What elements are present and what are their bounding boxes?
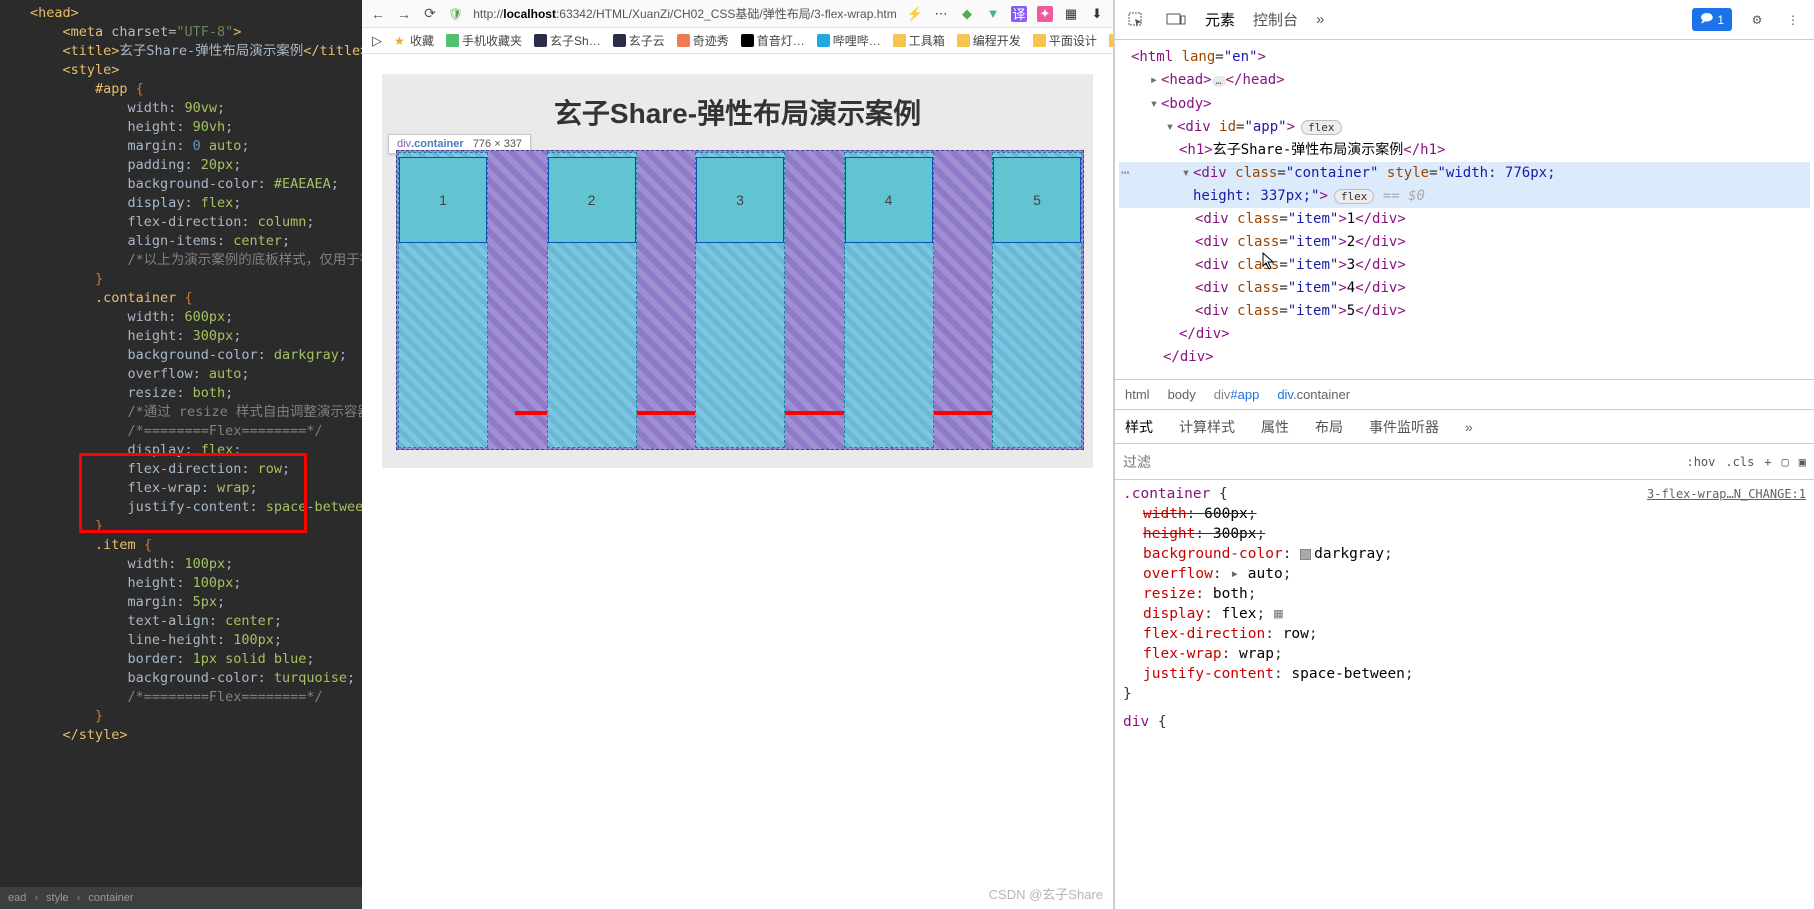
crumb-item[interactable]: div#app [1214, 387, 1260, 402]
toolbar-right-icons: ⚡ ⋯ ◆ ▼ 译 ✦ ▦ ⬇ [907, 6, 1105, 22]
flex-container-demo[interactable]: 12345 [396, 150, 1084, 450]
ext-icon-3[interactable]: ✦ [1037, 6, 1053, 22]
bookmark-item[interactable]: 首音灯… [741, 32, 805, 49]
url-prefix: http:// [473, 7, 503, 21]
kebab-icon[interactable]: ⋮ [1782, 9, 1804, 31]
url-rest: :63342/HTML/XuanZi/CH02_CSS基础/弹性布局/3-fle… [556, 7, 897, 21]
tab-elements[interactable]: 元素 [1205, 9, 1235, 30]
dom-tree[interactable]: <html lang="en">▸<head>…</head>▾<body>▾<… [1115, 40, 1814, 380]
tab-more-icon[interactable]: » [1316, 11, 1324, 28]
tab-console[interactable]: 控制台 [1253, 9, 1298, 30]
bookmarks-bar: ▷ ★收藏手机收藏夹玄子Sh… 玄子云奇迹秀首音灯… 哔哩哔… 工具箱编程开发平面设计… [362, 28, 1113, 54]
crumb-item-active[interactable]: div.container [1277, 387, 1350, 402]
bolt-icon[interactable]: ⚡ [907, 6, 923, 22]
back-icon[interactable]: ← [370, 6, 386, 22]
messages-badge[interactable]: 🗩 1 [1692, 8, 1732, 31]
bookmark-item[interactable]: ★收藏 [394, 32, 434, 49]
inspect-icon[interactable] [1125, 9, 1147, 31]
devtools-panel: 元素 控制台 » 🗩 1 ⚙ ⋮ <html lang="en">▸<head>… [1114, 0, 1814, 909]
tab-computed[interactable]: 计算样式 [1179, 417, 1235, 437]
filter-hov[interactable]: :hov [1686, 455, 1715, 469]
bookmark-item[interactable]: 平面设计 [1033, 32, 1097, 49]
ext-icon-1[interactable]: ◆ [959, 6, 975, 22]
flex-column: 5 [992, 152, 1082, 448]
vue-icon[interactable]: ▼ [985, 6, 1001, 22]
styles-rules[interactable]: .container {3-flex-wrap…N_CHANGE:1width:… [1115, 480, 1814, 909]
browser-panel: ← → ⟳ 🛡 http://localhost:63342/HTML/Xuan… [362, 0, 1114, 909]
page-title: 玄子Share-弹性布局演示案例 [396, 92, 1079, 132]
ext-icon-2[interactable]: 译 [1011, 6, 1027, 22]
code-editor-panel: <head> <meta charset="UTF-8"> <title>玄子S… [0, 0, 362, 909]
flex-item[interactable]: 1 [399, 157, 487, 243]
tab-styles[interactable]: 样式 [1125, 417, 1153, 437]
messages-count: 1 [1717, 13, 1724, 27]
crumb-item[interactable]: html [1125, 387, 1150, 402]
device-icon[interactable] [1165, 9, 1187, 31]
styles-filter-bar: :hov .cls + ▢ ▣ [1115, 444, 1814, 480]
tab-layout[interactable]: 布局 [1315, 417, 1343, 437]
filter-expand-icon[interactable]: ▣ [1799, 455, 1806, 469]
download-icon[interactable]: ⬇ [1089, 6, 1105, 22]
bookmark-item[interactable]: 玄子云 [613, 32, 665, 49]
bookmark-item[interactable]: 哔哩哔… [817, 32, 881, 49]
tab-props[interactable]: 属性 [1261, 417, 1289, 437]
editor-breadcrumb: ead› style› container [0, 887, 362, 909]
flex-column: 1 [398, 152, 488, 448]
flex-item[interactable]: 5 [993, 157, 1081, 243]
gear-icon[interactable]: ⚙ [1746, 9, 1768, 31]
devtools-toolbar: 元素 控制台 » 🗩 1 ⚙ ⋮ [1115, 0, 1814, 40]
url-host: localhost [503, 7, 556, 21]
styles-filter-input[interactable] [1123, 454, 1676, 470]
filter-screenshot-icon[interactable]: ▢ [1782, 455, 1789, 469]
bookmark-item[interactable]: 玄子Sh… [534, 32, 601, 49]
bookmark-item[interactable]: 工具箱 [893, 32, 945, 49]
more-icon[interactable]: ⋯ [933, 6, 949, 22]
crumb-item[interactable]: body [1168, 387, 1196, 402]
url-field[interactable]: http://localhost:63342/HTML/XuanZi/CH02_… [473, 5, 897, 22]
tabs-more-icon[interactable]: » [1465, 419, 1473, 435]
mouse-cursor-icon [1262, 252, 1276, 273]
breadcrumb-item[interactable]: ead [8, 892, 26, 904]
flex-column: 2 [547, 152, 637, 448]
bookmark-item[interactable]: 编程开发 [957, 32, 1021, 49]
flex-item[interactable]: 3 [696, 157, 784, 243]
breadcrumb-item[interactable]: style [46, 892, 69, 904]
tooltip-tag: div [397, 138, 411, 150]
dom-breadcrumb: html body div#app div.container [1115, 380, 1814, 410]
tooltip-class: .container [411, 138, 464, 150]
flex-item[interactable]: 2 [548, 157, 636, 243]
filter-cls[interactable]: .cls [1725, 455, 1754, 469]
bookmark-item[interactable]: 影视后期 [1109, 32, 1113, 49]
styles-tabs: 样式 计算样式 属性 布局 事件监听器 » [1115, 410, 1814, 444]
watermark: CSDN @玄子Share [989, 884, 1103, 903]
flex-column: 3 [695, 152, 785, 448]
bookmark-item[interactable]: 奇迹秀 [677, 32, 729, 49]
reload-icon[interactable]: ⟳ [422, 6, 438, 22]
flex-item[interactable]: 4 [845, 157, 933, 243]
apps-icon[interactable]: ▦ [1063, 6, 1079, 22]
address-bar: ← → ⟳ 🛡 http://localhost:63342/HTML/Xuan… [362, 0, 1113, 28]
shield-icon: 🛡 [448, 7, 463, 21]
flex-column: 4 [844, 152, 934, 448]
bookmark-item[interactable]: 手机收藏夹 [446, 32, 522, 49]
tooltip-dims: 776 × 337 [473, 138, 522, 150]
filter-add-icon[interactable]: + [1764, 455, 1771, 469]
sidebar-toggle-icon[interactable]: ▷ [372, 33, 382, 49]
page-viewport: 玄子Share-弹性布局演示案例 div.container 776 × 337… [362, 54, 1113, 909]
code-area: <head> <meta charset="UTF-8"> <title>玄子S… [0, 0, 362, 887]
tab-listeners[interactable]: 事件监听器 [1369, 417, 1439, 437]
app-container: 玄子Share-弹性布局演示案例 div.container 776 × 337… [382, 74, 1093, 468]
forward-icon[interactable]: → [396, 6, 412, 22]
breadcrumb-item[interactable]: container [88, 892, 133, 904]
highlight-redbox [79, 453, 307, 533]
